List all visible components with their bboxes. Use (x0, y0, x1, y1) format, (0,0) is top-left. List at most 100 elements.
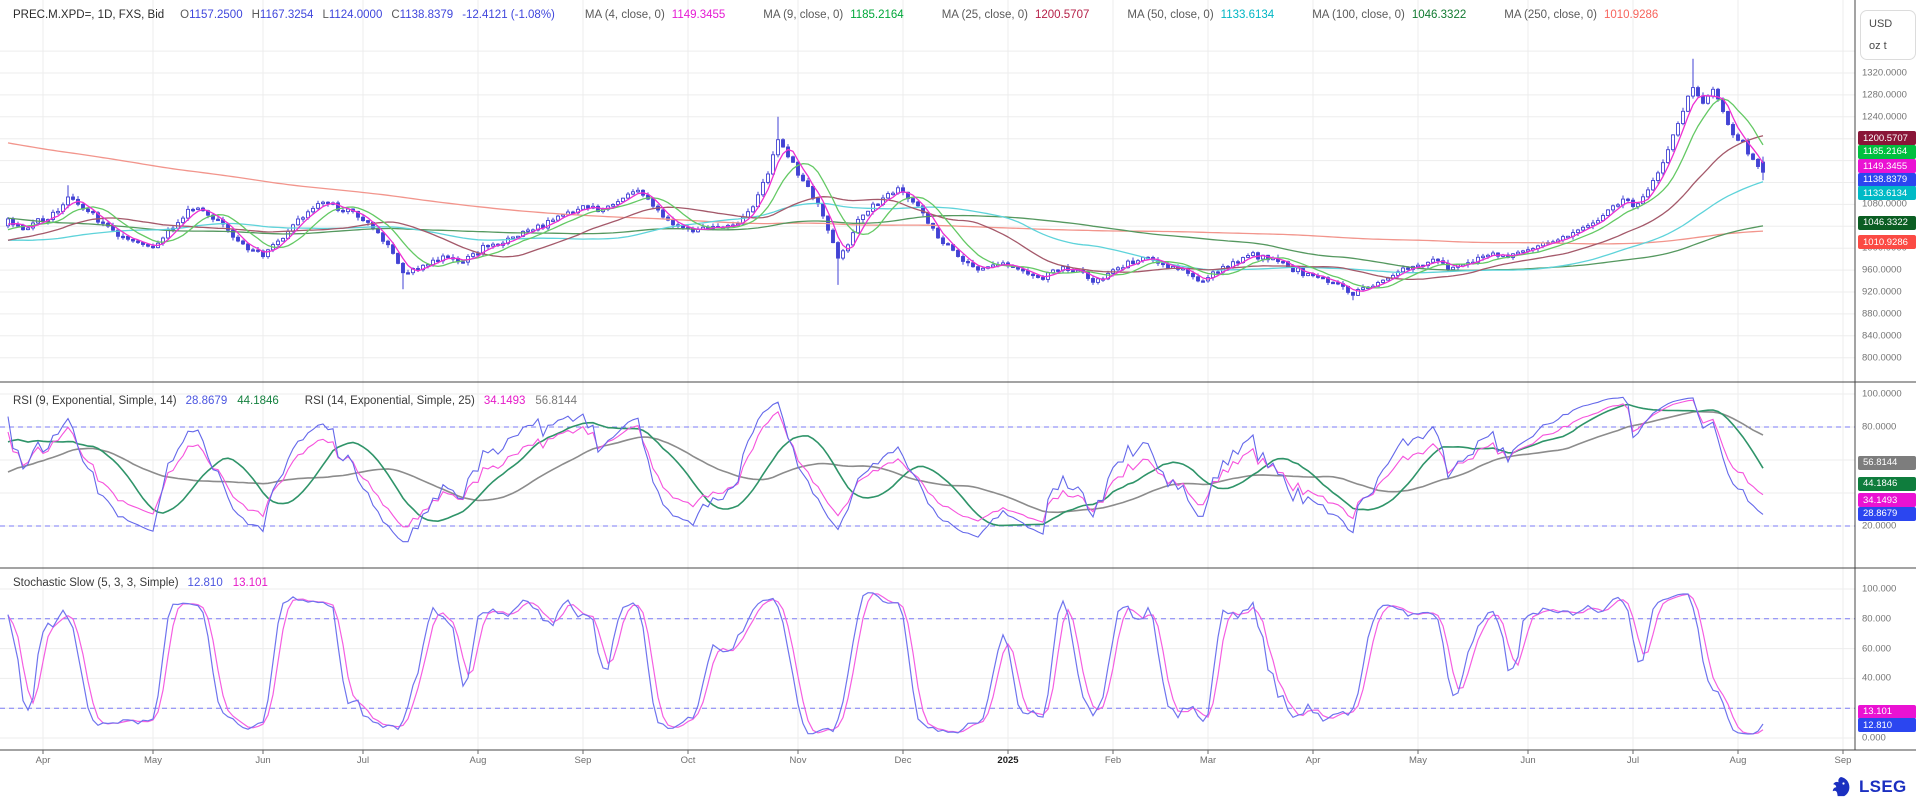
price-axis-badge: 1149.3455 (1858, 159, 1916, 174)
ohlc-field-label: O (180, 9, 190, 21)
ma-value: 1010.9286 (1603, 9, 1659, 21)
stochastic-lines-layer (7, 592, 1764, 735)
rsi-tick-label: 20.0000 (1862, 520, 1897, 532)
stochastic-legend[interactable]: Stochastic Slow (5, 3, 3, Simple) 12.810… (13, 577, 278, 589)
rsi-axis-badge: 34.1493 (1858, 493, 1916, 508)
ohlc-o: O1157.2500 (180, 9, 242, 21)
threshold-lines-layer (0, 426, 1855, 709)
rsi-tick-label: 100.0000 (1862, 388, 1902, 400)
rsi-legend[interactable]: RSI (9, Exponential, Simple, 14) 28.8679… (13, 395, 587, 407)
lseg-logo-text: LSEG (1859, 777, 1907, 796)
ma-value: 1133.6134 (1220, 9, 1275, 21)
ma-label: MA (50, close, 0) (1127, 9, 1214, 21)
rsi14-ma-value: 56.8144 (535, 395, 577, 407)
ma-label: MA (25, close, 0) (941, 9, 1028, 21)
ma-legend-item-9[interactable]: MA (9, close, 0) 1185.2164 (763, 9, 903, 21)
ma-legend: MA (4, close, 0) 1149.3455 MA (9, close, 0… (585, 9, 1696, 21)
month-label: Dec (894, 755, 912, 766)
ohlc-h: H1167.3254 (252, 9, 314, 21)
stoch-tick-label: 40.000 (1862, 672, 1892, 684)
price-axis-badge: 1010.9286 (1858, 235, 1916, 250)
stochastic-k-value: 12.810 (187, 577, 223, 589)
month-label: May (144, 755, 162, 766)
month-label: Jul (356, 755, 370, 766)
rsi9-label: RSI (9, Exponential, Simple, 14) (13, 395, 177, 407)
ma-value: 1185.2164 (850, 9, 904, 21)
price-tick-label: 800.0000 (1862, 352, 1902, 364)
rsi9-ma-value: 44.1846 (237, 395, 279, 407)
unit-box: USD oz t (1860, 10, 1916, 60)
month-label: Apr (1305, 755, 1321, 766)
ma-label: MA (100, close, 0) (1312, 9, 1405, 21)
ohlc-field-label: C (391, 9, 400, 21)
ohlc-field-label: H (251, 9, 260, 21)
price-axis-badge: 1046.3322 (1858, 215, 1916, 230)
stoch-tick-label: 60.000 (1862, 643, 1892, 655)
ma-value: 1200.5707 (1035, 9, 1090, 21)
ma-legend-item-50[interactable]: MA (50, close, 0) 1133.6134 (1127, 9, 1274, 21)
price-tick-label: 840.0000 (1862, 330, 1902, 342)
price-tick-label: 1280.0000 (1862, 89, 1907, 101)
rsi-axis-badge: 44.1846 (1858, 476, 1916, 491)
stoch-tick-label: 80.000 (1862, 613, 1892, 625)
ohlc-field-value: 1157.2500 (189, 9, 243, 21)
rsi-axis-badge: 56.8144 (1858, 455, 1916, 470)
price-axis-badge: 1200.5707 (1858, 131, 1916, 146)
ohlc-field-value: 1138.8379 (399, 9, 454, 21)
month-label: Jun (1520, 755, 1536, 766)
ma-label: MA (9, close, 0) (763, 9, 844, 21)
symbol-title[interactable]: PREC.M.XPD=, 1D, FXS, Bid (13, 9, 165, 21)
ma-label: MA (250, close, 0) (1504, 9, 1597, 21)
stoch-axis-badge: 13.101 (1858, 704, 1916, 719)
month-label: Feb (1104, 755, 1122, 766)
price-tick-label: 920.0000 (1862, 286, 1902, 298)
price-tick-label: 1320.0000 (1862, 67, 1907, 79)
month-label: May (1409, 755, 1427, 766)
price-tick-label: 880.0000 (1862, 308, 1902, 320)
ma-label: MA (4, close, 0) (584, 9, 665, 21)
ohlc-l: L1124.0000 (322, 9, 382, 21)
rsi-lines-layer (7, 396, 1764, 543)
ma-legend-item-100[interactable]: MA (100, close, 0) 1046.3322 (1312, 9, 1466, 21)
price-axis-badge: 1133.6134 (1858, 186, 1916, 201)
ma-legend-item-25[interactable]: MA (25, close, 0) 1200.5707 (942, 9, 1090, 21)
price-axis-badge: 1138.8379 (1858, 172, 1916, 187)
main-chart-legend: PREC.M.XPD=, 1D, FXS, Bid O1157.2500 H116… (13, 9, 1696, 21)
stoch-axis-badge: 12.810 (1858, 718, 1916, 733)
month-label: 2025 (997, 755, 1019, 766)
ohlc-field-value: 1124.0000 (328, 9, 383, 21)
month-label: Sep (1834, 755, 1852, 766)
ohlc-field-value: 1167.3254 (259, 9, 314, 21)
ma-value: 1149.3455 (671, 9, 726, 21)
stochastic-d-value: 13.101 (232, 577, 268, 589)
lseg-logo: LSEG (1828, 776, 1907, 798)
currency-label: USD (1869, 18, 1893, 30)
month-label: Oct (680, 755, 696, 766)
panel-borders-layer (0, 0, 1916, 754)
month-label: Jul (1626, 755, 1640, 766)
ohlc-field-label: L (322, 9, 329, 21)
rsi-axis-badge: 28.8679 (1858, 506, 1916, 521)
ohlc-c: C1138.8379 (391, 9, 453, 21)
month-label: Aug (1729, 755, 1747, 766)
rsi14-value: 34.1493 (483, 395, 526, 407)
unit-label: oz t (1869, 40, 1887, 52)
ma-legend-item-4[interactable]: MA (4, close, 0) 1149.3455 (585, 9, 725, 21)
price-tick-label: 1080.0000 (1862, 198, 1907, 210)
stoch-tick-label: 0.000 (1862, 732, 1886, 744)
ma-legend-item-250[interactable]: MA (250, close, 0) 1010.9286 (1504, 9, 1658, 21)
month-label: Mar (1199, 755, 1217, 766)
stochastic-label: Stochastic Slow (5, 3, 3, Simple) (13, 577, 179, 589)
ma-value: 1046.3322 (1411, 9, 1467, 21)
price-tick-label: 1240.0000 (1862, 111, 1907, 123)
price-axis-badge: 1185.2164 (1858, 144, 1916, 159)
gridlines-layer (0, 0, 1855, 750)
month-label: Aug (469, 755, 487, 766)
month-label: Apr (35, 755, 51, 766)
candlesticks-layer (6, 58, 1765, 301)
rsi9-value: 28.8679 (185, 395, 228, 407)
lseg-lion-icon (1832, 777, 1850, 797)
rsi-tick-label: 80.0000 (1862, 421, 1897, 433)
